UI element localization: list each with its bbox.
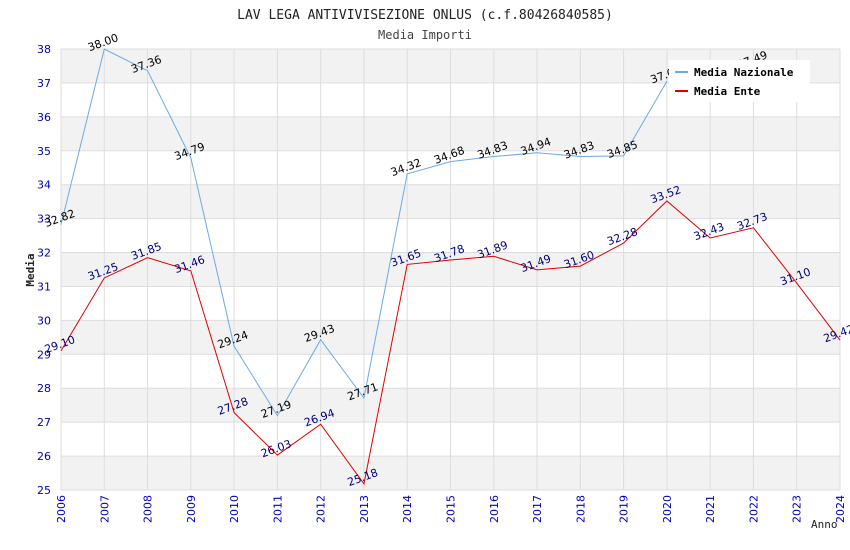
legend-label: Media Nazionale	[694, 66, 794, 79]
x-tick-label: 2022	[747, 495, 760, 523]
x-tick-label: 2016	[488, 495, 501, 523]
y-tick-label: 25	[37, 484, 51, 497]
y-tick-label: 29	[37, 348, 51, 361]
legend: Media Nazionale Media Ente	[669, 60, 810, 102]
x-tick-label: 2021	[704, 495, 717, 523]
x-tick-label: 2011	[271, 495, 284, 523]
x-tick-label: 2014	[401, 495, 414, 523]
x-tick-label: 2024	[834, 495, 847, 523]
x-axis-label: Anno	[811, 518, 838, 531]
y-tick-label: 33	[37, 213, 51, 226]
y-tick-label: 35	[37, 145, 51, 158]
x-tick-label: 2012	[315, 495, 328, 523]
grid-lines	[60, 48, 841, 491]
x-tick-label: 2006	[55, 495, 68, 523]
y-tick-label: 32	[37, 247, 51, 260]
x-tick-label: 2013	[358, 495, 371, 523]
x-tick-label: 2015	[445, 495, 458, 523]
x-tick-label: 2009	[185, 495, 198, 523]
x-tick-label: 2010	[228, 495, 241, 523]
x-tick-label: 2020	[661, 495, 674, 523]
y-axis-label: Media	[24, 253, 37, 286]
y-tick-label: 31	[37, 280, 51, 293]
y-tick-label: 30	[37, 314, 51, 327]
x-tick-label: 2019	[618, 495, 631, 523]
legend-box	[669, 60, 810, 102]
chart-title: LAV LEGA ANTIVIVISEZIONE ONLUS (c.f.8042…	[237, 8, 613, 23]
x-tick-label: 2007	[98, 495, 111, 523]
series-lines	[60, 49, 841, 486]
series-line	[60, 200, 841, 486]
x-tick-labels: 2006 2007 2008 2009 2010 2011 2012 2013 2014 2015…	[55, 495, 847, 523]
y-tick-label: 34	[37, 179, 51, 192]
x-tick-label: 2017	[531, 495, 544, 523]
y-tick-label: 27	[37, 416, 51, 429]
y-tick-label: 28	[37, 382, 51, 395]
y-tick-label: 37	[37, 77, 51, 90]
x-tick-label: 2023	[791, 495, 804, 523]
x-tick-label: 2008	[142, 495, 155, 523]
x-tick-label: 2018	[574, 495, 587, 523]
y-tick-labels: 25 26 27 28 29 30 31 32 33 34 35 36 37 38	[37, 43, 51, 497]
y-tick-label: 26	[37, 450, 51, 463]
y-tick-label: 36	[37, 111, 51, 124]
y-tick-label: 38	[37, 43, 51, 56]
legend-label: Media Ente	[694, 85, 761, 98]
chart-subtitle: Media Importi	[378, 28, 472, 42]
